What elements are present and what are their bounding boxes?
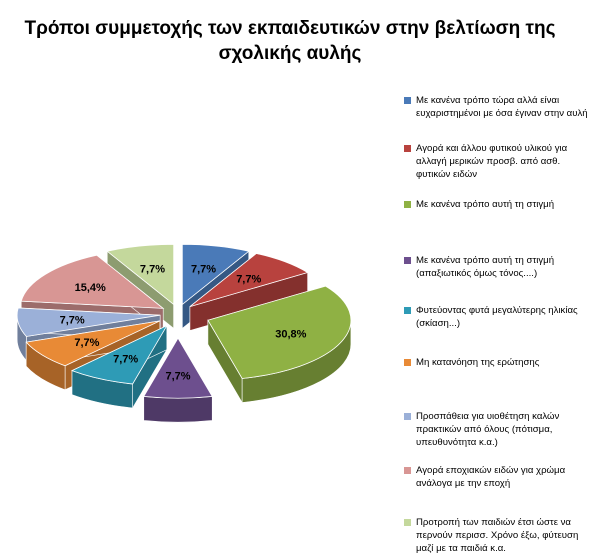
pie-slice-top [106,243,175,306]
pie-slice [70,324,168,410]
legend-swatch [404,413,411,420]
legend-label: Προτροπή των παιδιών έτσι ώστε να περνού… [416,517,579,554]
data-label: 7,7% [191,263,216,275]
data-label: 15,4% [75,282,106,294]
pie-slice-top [70,324,168,385]
legend-swatch [404,467,411,474]
legend-label: Αγορά εποχιακών ειδών για χρώμα ανάλογα … [416,465,566,489]
legend-label: Φυτεύοντας φυτά μεγαλύτερης ηλικίας (σκί… [416,305,578,329]
pie-slice [207,285,352,404]
data-label: 7,7% [74,337,99,349]
pie-slice-top [181,243,250,306]
pie-slice-top [143,337,213,399]
data-label: 7,7% [113,354,138,366]
data-label: 7,7% [165,370,190,382]
pie-slice-top [16,307,161,337]
data-label: 7,7% [140,263,165,275]
data-label: 7,7% [60,315,85,327]
pie-slice-top [25,320,161,367]
pie-slice-wall [143,396,213,423]
data-label: 7,7% [236,274,261,286]
pie-slice [143,337,213,423]
pie-slice-top [189,253,309,307]
pie-slice-top [20,254,165,309]
legend-label: Προσπάθεια για υιοθέτηση καλών πρακτικών… [416,411,560,448]
legend-swatch [404,359,411,366]
legend-swatch [404,97,411,104]
pie-slice-top [207,285,352,379]
legend-label: Με κανένα τρόπο αυτή τη στιγμή [416,199,555,210]
legend-swatch [404,307,411,314]
legend-swatch [404,145,411,152]
legend-label: Με κανένα τρόπο τώρα αλλά είναι ευχαριστ… [416,95,588,119]
legend-swatch [404,519,411,526]
data-label: 30,8% [275,328,306,340]
legend-label: Αγορά και άλλου φυτικού υλικού για αλλαγ… [416,143,568,180]
legend-label: Μη κατανόηση της ερώτησης [416,357,540,368]
legend-label: Με κανένα τρόπο αυτή τη στιγμή (απαξιωτι… [416,255,555,279]
legend-swatch [404,257,411,264]
chart-title: Τρόποι συμμετοχής των εκπαιδευτικών στην… [24,18,556,64]
legend-swatch [404,201,411,208]
legend: Με κανένα τρόπο τώρα αλλά είναι ευχαριστ… [404,94,598,555]
